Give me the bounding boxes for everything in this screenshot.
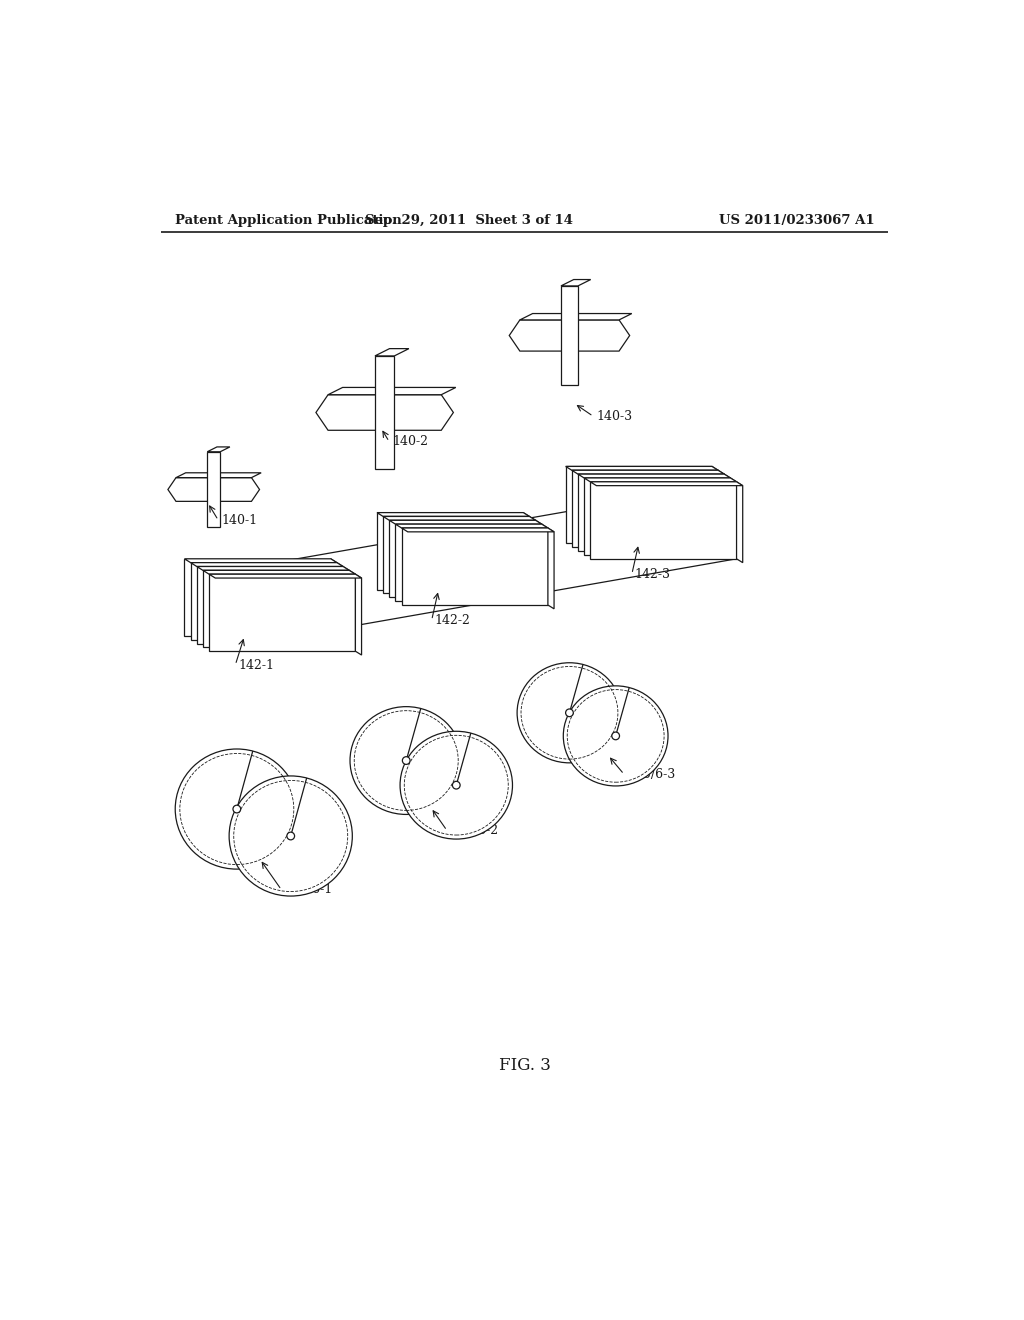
Circle shape	[453, 781, 460, 789]
Text: 142-2: 142-2	[435, 614, 471, 627]
Polygon shape	[377, 512, 523, 590]
Circle shape	[287, 832, 295, 840]
Polygon shape	[395, 524, 542, 601]
Polygon shape	[509, 319, 630, 351]
Polygon shape	[207, 451, 220, 527]
Polygon shape	[184, 558, 337, 562]
Polygon shape	[355, 574, 361, 655]
Ellipse shape	[563, 686, 668, 785]
Polygon shape	[337, 562, 343, 644]
Text: 145/6-2: 145/6-2	[451, 824, 499, 837]
Polygon shape	[209, 574, 361, 578]
Polygon shape	[389, 520, 536, 598]
Polygon shape	[561, 280, 591, 286]
Polygon shape	[349, 570, 355, 651]
Polygon shape	[536, 520, 542, 601]
Polygon shape	[561, 286, 578, 385]
Text: 145/6-1: 145/6-1	[285, 883, 333, 896]
Ellipse shape	[517, 663, 622, 763]
Polygon shape	[328, 388, 456, 395]
Circle shape	[233, 805, 241, 813]
Text: FIG. 3: FIG. 3	[499, 1057, 551, 1074]
Polygon shape	[197, 566, 349, 570]
Polygon shape	[383, 516, 536, 520]
Polygon shape	[529, 516, 536, 598]
Text: 142-1: 142-1	[239, 659, 274, 672]
Circle shape	[611, 733, 620, 739]
Polygon shape	[190, 562, 337, 640]
Circle shape	[402, 756, 410, 764]
Polygon shape	[316, 395, 454, 430]
Polygon shape	[590, 482, 736, 558]
Polygon shape	[207, 447, 230, 451]
Polygon shape	[712, 466, 718, 548]
Polygon shape	[375, 348, 409, 356]
Polygon shape	[176, 473, 261, 478]
Polygon shape	[523, 512, 529, 594]
Text: 142-3: 142-3	[635, 568, 671, 581]
Polygon shape	[571, 470, 724, 474]
Polygon shape	[197, 566, 343, 644]
Text: Sep. 29, 2011  Sheet 3 of 14: Sep. 29, 2011 Sheet 3 of 14	[366, 214, 573, 227]
Polygon shape	[578, 474, 730, 478]
Text: 145/6-3: 145/6-3	[628, 768, 676, 781]
Text: 140-2: 140-2	[392, 436, 428, 449]
Polygon shape	[718, 470, 724, 552]
Polygon shape	[395, 524, 548, 528]
Polygon shape	[724, 474, 730, 554]
Polygon shape	[377, 512, 529, 516]
Polygon shape	[401, 528, 548, 605]
Polygon shape	[190, 562, 343, 566]
Ellipse shape	[229, 776, 352, 896]
Polygon shape	[331, 558, 337, 640]
Polygon shape	[401, 528, 554, 532]
Circle shape	[565, 709, 573, 717]
Polygon shape	[590, 482, 742, 486]
Polygon shape	[209, 574, 355, 651]
Polygon shape	[343, 566, 349, 647]
Polygon shape	[565, 466, 712, 544]
Polygon shape	[584, 478, 736, 482]
Text: 140-1: 140-1	[221, 513, 258, 527]
Ellipse shape	[400, 731, 512, 840]
Polygon shape	[736, 482, 742, 562]
Polygon shape	[578, 474, 724, 552]
Polygon shape	[383, 516, 529, 594]
Polygon shape	[168, 478, 259, 502]
Polygon shape	[542, 524, 548, 605]
Ellipse shape	[175, 748, 298, 869]
Polygon shape	[203, 570, 349, 647]
Ellipse shape	[350, 706, 463, 814]
Polygon shape	[203, 570, 355, 574]
Polygon shape	[375, 356, 394, 469]
Polygon shape	[389, 520, 542, 524]
Polygon shape	[730, 478, 736, 558]
Text: Patent Application Publication: Patent Application Publication	[175, 214, 402, 227]
Polygon shape	[520, 314, 632, 319]
Polygon shape	[571, 470, 718, 548]
Polygon shape	[548, 528, 554, 609]
Polygon shape	[184, 558, 331, 636]
Polygon shape	[565, 466, 718, 470]
Text: 140-3: 140-3	[596, 409, 633, 422]
Text: US 2011/0233067 A1: US 2011/0233067 A1	[719, 214, 874, 227]
Polygon shape	[584, 478, 730, 554]
